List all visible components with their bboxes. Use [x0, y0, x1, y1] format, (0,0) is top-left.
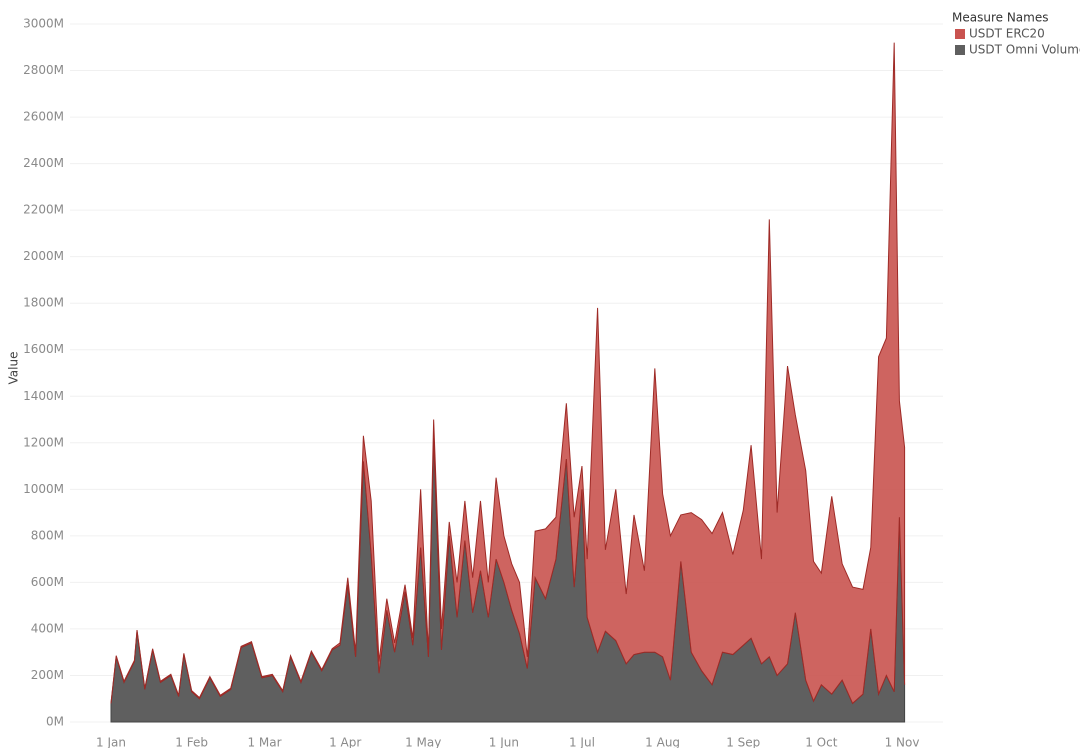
y-tick-label: 2200M	[23, 203, 64, 217]
y-tick-label: 400M	[31, 621, 64, 635]
y-tick-label: 1000M	[23, 482, 64, 496]
y-tick-label: 1800M	[23, 296, 64, 310]
y-tick-label: 3000M	[23, 17, 64, 31]
legend-swatch	[955, 29, 965, 39]
y-tick-label: 1400M	[23, 389, 64, 403]
x-tick-label: 1 May	[405, 736, 441, 748]
x-tick-label: 1 Sep	[726, 736, 760, 748]
x-tick-label: 1 Apr	[329, 736, 361, 748]
x-tick-label: 1 Jan	[96, 736, 126, 748]
x-tick-label: 1 Jun	[489, 736, 519, 748]
legend-label: USDT ERC20	[969, 27, 1045, 41]
y-tick-label: 200M	[31, 668, 64, 682]
y-tick-label: 1200M	[23, 435, 64, 449]
y-tick-label: 2600M	[23, 110, 64, 124]
x-tick-label: 1 Nov	[885, 736, 920, 748]
legend-label: USDT Omni Volume	[969, 43, 1080, 57]
area	[110, 42, 906, 705]
x-tick-label: 1 Jul	[569, 736, 595, 748]
y-axis-title: Value	[7, 352, 21, 385]
y-tick-label: 800M	[31, 528, 64, 542]
x-tick-label: 1 Oct	[805, 736, 837, 748]
y-tick-label: 0M	[46, 715, 64, 729]
legend-swatch	[955, 45, 965, 55]
x-tick-label: 1 Feb	[175, 736, 208, 748]
y-tick-label: 600M	[31, 575, 64, 589]
y-tick-label: 1600M	[23, 342, 64, 356]
y-tick-label: 2400M	[23, 156, 64, 170]
legend-title: Measure Names	[952, 11, 1048, 25]
x-tick-label: 1 Aug	[645, 736, 680, 748]
y-tick-label: 2000M	[23, 249, 64, 263]
y-tick-label: 2800M	[23, 63, 64, 77]
x-tick-label: 1 Mar	[247, 736, 281, 748]
